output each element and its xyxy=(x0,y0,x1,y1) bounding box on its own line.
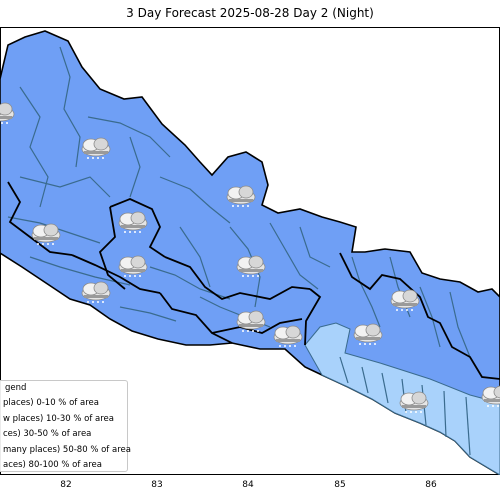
legend-row: many places) 50-80 % of area xyxy=(3,444,131,455)
legend-title: gend xyxy=(5,383,27,393)
x-tick-label: 84 xyxy=(242,480,254,490)
x-tick-label: 86 xyxy=(425,480,437,490)
legend-row: aces) 80-100 % of area xyxy=(3,460,102,470)
province-borders xyxy=(7,181,500,380)
legend: gend places) 0-10 % of area w places) 10… xyxy=(0,380,131,472)
x-tick-label: 82 xyxy=(60,480,72,490)
legend-row: places) 0-10 % of area xyxy=(3,398,99,408)
map-title: 3 Day Forecast 2025-08-28 Day 2 (Night) xyxy=(126,6,374,20)
x-tick-label: 83 xyxy=(151,480,163,490)
legend-row: w places) 10-30 % of area xyxy=(3,413,114,424)
legend-row: ces) 30-50 % of area xyxy=(3,429,92,439)
x-tick-label: 85 xyxy=(334,480,346,490)
